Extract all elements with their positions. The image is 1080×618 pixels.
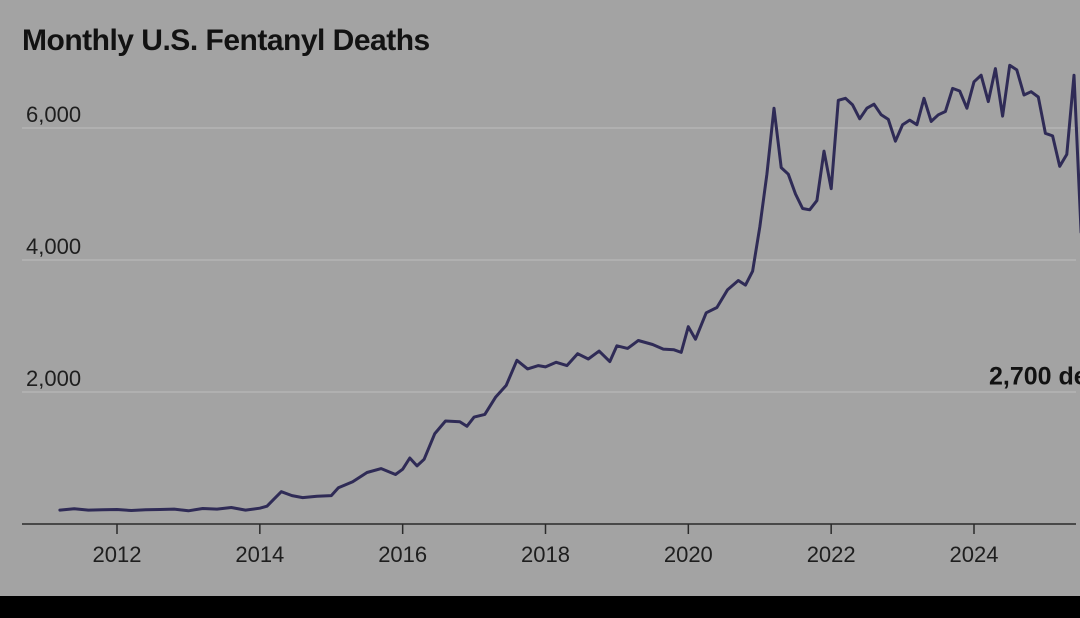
endpoint-label: 2,700 deaths xyxy=(989,362,1080,390)
bottom-black-bar xyxy=(0,596,1080,618)
chart-panel: Monthly U.S. Fentanyl Deaths 2,000 4,000 6… xyxy=(0,0,1080,596)
x-tick-label-2016: 2016 xyxy=(378,542,427,567)
tick-labels: 2,000 4,000 6,000 2012 2014 2016 2018 2020 2022 2… xyxy=(26,102,998,567)
x-tick-label-2020: 2020 xyxy=(664,542,713,567)
x-tick-label-2024: 2024 xyxy=(950,542,999,567)
annotation: 2,700 deaths xyxy=(989,362,1080,390)
series-layer xyxy=(58,63,1080,513)
chart-title: Monthly U.S. Fentanyl Deaths xyxy=(22,24,430,57)
x-tick-label-2022: 2022 xyxy=(807,542,856,567)
x-tick-label-2012: 2012 xyxy=(93,542,142,567)
line-chart: 2,000 4,000 6,000 2012 2014 2016 2018 2020 2022 2… xyxy=(22,63,1080,567)
series-line-0 xyxy=(58,63,1080,513)
x-tick-label-2018: 2018 xyxy=(521,542,570,567)
y-tick-label-4000: 4,000 xyxy=(26,234,81,259)
y-tick-label-2000: 2,000 xyxy=(26,366,81,391)
grid-lines xyxy=(22,127,1076,393)
x-tick-label-2014: 2014 xyxy=(235,542,284,567)
y-tick-label-6000: 6,000 xyxy=(26,102,81,127)
x-axis xyxy=(22,523,1076,534)
